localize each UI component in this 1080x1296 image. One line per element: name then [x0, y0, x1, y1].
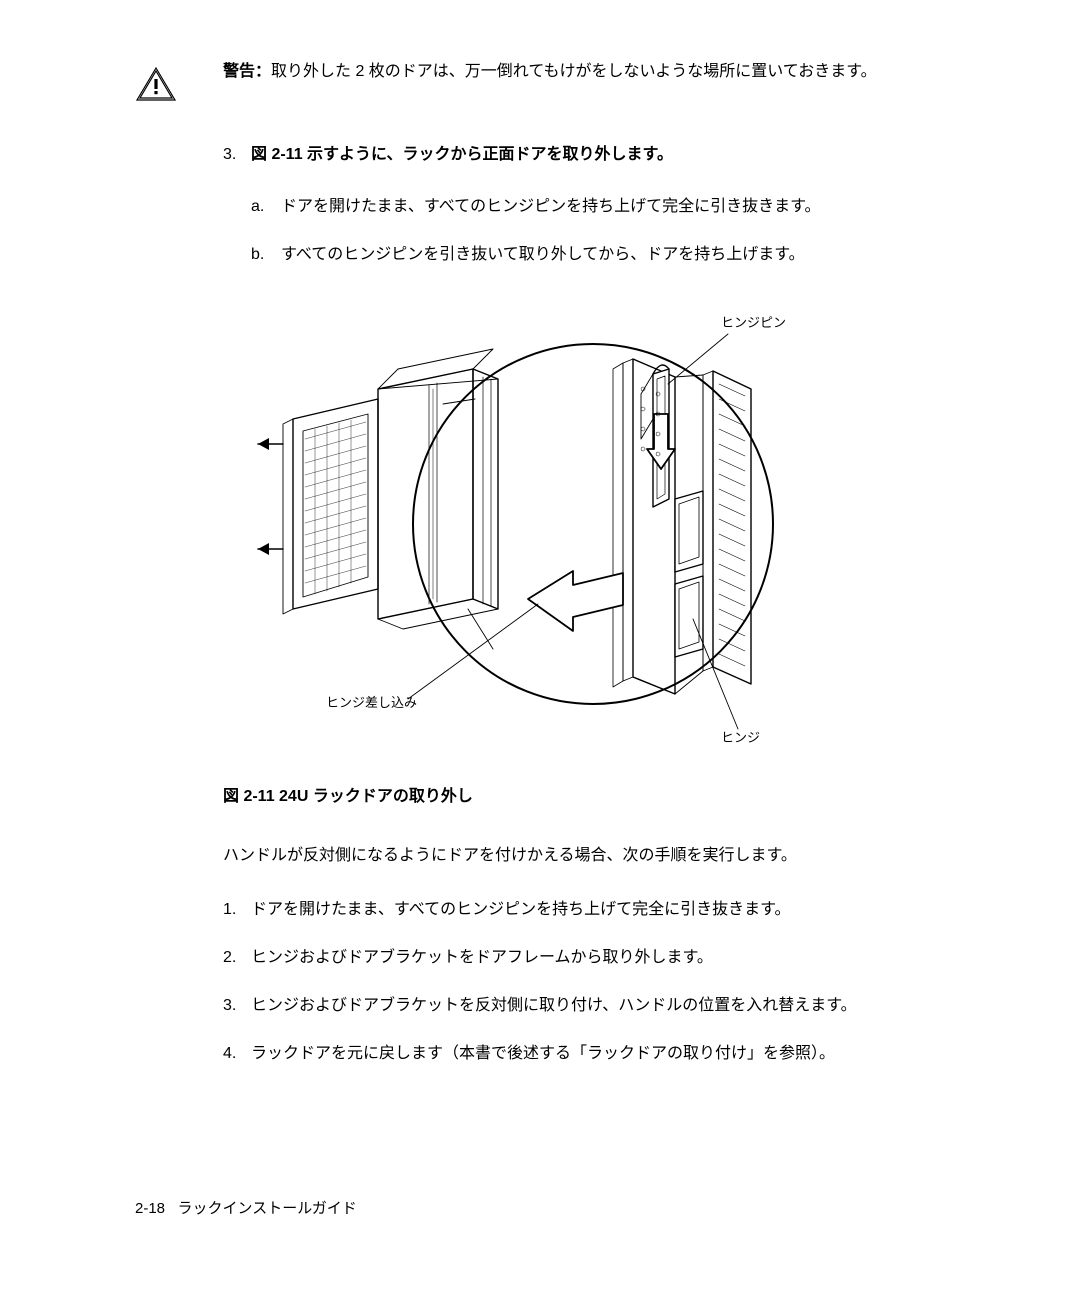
page-footer: 2-18 ラックインストールガイド — [135, 1197, 357, 1218]
diagram-svg — [223, 299, 783, 754]
step-number: 3. — [223, 141, 251, 169]
step-text: 図 2-11 示すように、ラックから正面ドアを取り外します。 — [251, 141, 945, 169]
list-text: ヒンジおよびドアブラケットをドアフレームから取り外します。 — [251, 944, 945, 972]
step-3: 3. 図 2-11 示すように、ラックから正面ドアを取り外します。 — [223, 141, 945, 169]
warning-body: 取り外した 2 枚のドアは、万一倒れてもけがをしないような場所に置いておきます。 — [271, 63, 877, 80]
label-hinge: ヒンジ — [721, 727, 760, 746]
page-number: 2-18 — [135, 1200, 165, 1217]
warning-text: 警告：取り外した 2 枚のドアは、万一倒れてもけがをしないような場所に置いておき… — [223, 58, 945, 86]
label-hinge-pin: ヒンジピン — [721, 312, 786, 331]
sub-step-number: b. — [251, 241, 281, 269]
label-hinge-slot: ヒンジ差し込み — [326, 692, 417, 711]
sub-step-b: b. すべてのヒンジピンを引き抜いて取り外してから、ドアを持ち上げます。 — [251, 241, 945, 269]
list-item: 3. ヒンジおよびドアブラケットを反対側に取り付け、ハンドルの位置を入れ替えます… — [223, 992, 945, 1020]
sub-step-number: a. — [251, 193, 281, 221]
sub-step-text: すべてのヒンジピンを引き抜いて取り外してから、ドアを持ち上げます。 — [281, 241, 945, 269]
list-number: 1. — [223, 896, 251, 924]
figure-caption: 図 2-11 24U ラックドアの取り外し — [223, 782, 945, 806]
list-text: ヒンジおよびドアブラケットを反対側に取り付け、ハンドルの位置を入れ替えます。 — [251, 992, 945, 1020]
list-text: ドアを開けたまま、すべてのヒンジピンを持ち上げて完全に引き抜きます。 — [251, 896, 945, 924]
list-number: 3. — [223, 992, 251, 1020]
numbered-list: 1. ドアを開けたまま、すべてのヒンジピンを持ち上げて完全に引き抜きます。 2.… — [223, 896, 945, 1068]
warning-label: 警告： — [223, 63, 271, 80]
page: 警告：取り外した 2 枚のドアは、万一倒れてもけがをしないような場所に置いておき… — [0, 0, 1080, 1296]
list-text: ラックドアを元に戻します（本書で後述する「ラックドアの取り付け」を参照）。 — [251, 1040, 945, 1068]
paragraph: ハンドルが反対側になるようにドアを付けかえる場合、次の手順を実行します。 — [223, 842, 945, 870]
list-number: 4. — [223, 1040, 251, 1068]
warning-icon — [135, 66, 177, 102]
list-item: 4. ラックドアを元に戻します（本書で後述する「ラックドアの取り付け」を参照）。 — [223, 1040, 945, 1068]
footer-title: ラックインストールガイド — [178, 1200, 357, 1217]
list-item: 1. ドアを開けたまま、すべてのヒンジピンを持ち上げて完全に引き抜きます。 — [223, 896, 945, 924]
warning-block: 警告：取り外した 2 枚のドアは、万一倒れてもけがをしないような場所に置いておき… — [135, 58, 945, 107]
list-item: 2. ヒンジおよびドアブラケットをドアフレームから取り外します。 — [223, 944, 945, 972]
sub-steps: a. ドアを開けたまま、すべてのヒンジピンを持ち上げて完全に引き抜きます。 b.… — [251, 193, 945, 269]
warning-icon-wrap — [135, 58, 223, 107]
list-number: 2. — [223, 944, 251, 972]
sub-step-text: ドアを開けたまま、すべてのヒンジピンを持ち上げて完全に引き抜きます。 — [281, 193, 945, 221]
figure: ヒンジピン ヒンジ差し込み ヒンジ — [223, 299, 783, 754]
sub-step-a: a. ドアを開けたまま、すべてのヒンジピンを持ち上げて完全に引き抜きます。 — [251, 193, 945, 221]
content-column: 3. 図 2-11 示すように、ラックから正面ドアを取り外します。 a. ドアを… — [223, 141, 945, 269]
